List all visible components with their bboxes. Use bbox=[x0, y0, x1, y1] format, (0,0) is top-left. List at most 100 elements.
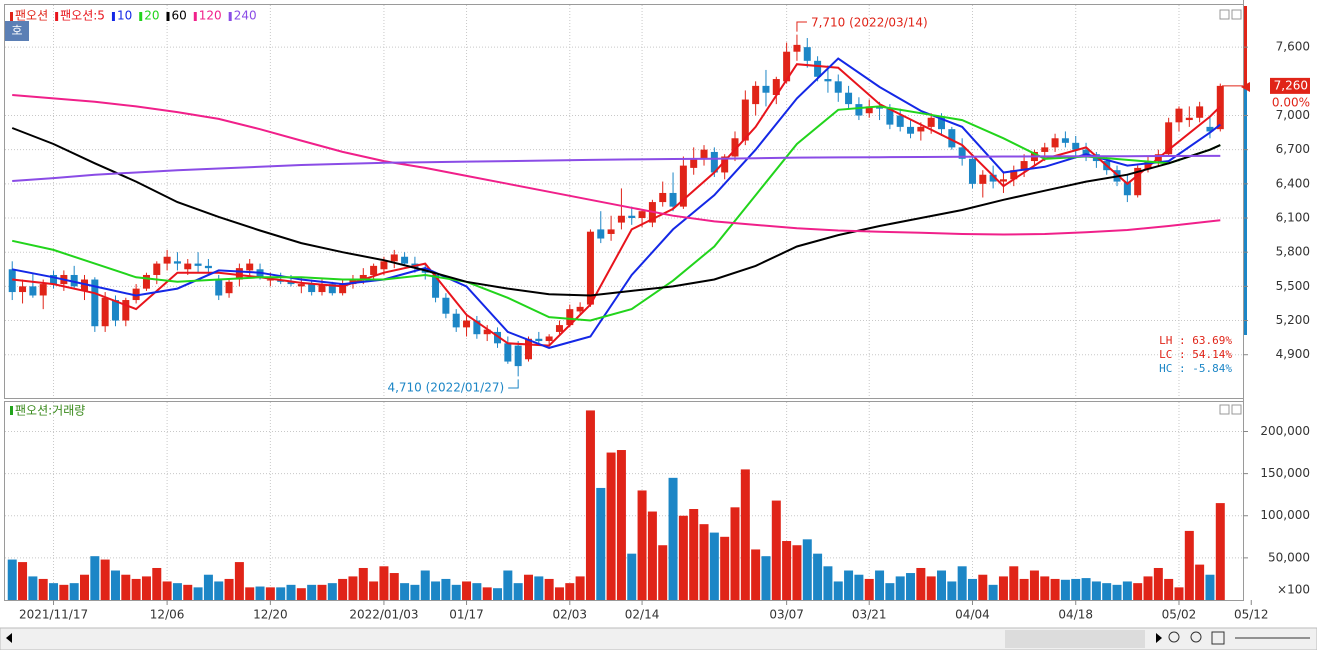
volume-bar bbox=[80, 574, 90, 600]
candle-body bbox=[442, 297, 450, 314]
volume-bar bbox=[751, 549, 761, 600]
x-tick-label: 01/17 bbox=[449, 608, 484, 622]
candle-body bbox=[1020, 161, 1028, 171]
candle-body bbox=[328, 284, 336, 294]
candle-body bbox=[597, 229, 605, 239]
volume-bar bbox=[451, 584, 461, 600]
candle-body bbox=[721, 156, 729, 173]
zoom-out[interactable] bbox=[1168, 631, 1180, 643]
y-tick-label: 100,000 bbox=[1260, 508, 1310, 522]
candle-body bbox=[948, 129, 956, 148]
candle-body bbox=[855, 104, 863, 116]
candle-body bbox=[958, 147, 966, 159]
candle-body bbox=[1185, 117, 1193, 121]
candle-body bbox=[111, 300, 119, 321]
candle-body bbox=[452, 313, 460, 328]
candle-body bbox=[617, 215, 625, 223]
annotation: 7,710 (2022/03/14) bbox=[811, 16, 928, 30]
volume-bar bbox=[616, 450, 626, 600]
panel-max-button[interactable] bbox=[1219, 404, 1230, 415]
volume-bar bbox=[513, 583, 523, 600]
volume-bar bbox=[379, 566, 389, 600]
volume-bar bbox=[286, 584, 296, 600]
candle-body bbox=[287, 281, 295, 285]
zoom-reset[interactable] bbox=[1211, 631, 1225, 645]
volume-bar bbox=[720, 536, 730, 600]
candle-body bbox=[917, 126, 925, 132]
volume-bar bbox=[947, 581, 957, 600]
volume-bar bbox=[493, 588, 503, 600]
y-tick-label: 6,400 bbox=[1276, 176, 1310, 190]
x-tick-label: 02/03 bbox=[552, 608, 587, 622]
scroll-right[interactable] bbox=[1156, 633, 1162, 643]
legend-label: 팬오션:5 bbox=[60, 9, 105, 23]
candle-body bbox=[1010, 170, 1018, 180]
y-tick-label: 6,700 bbox=[1276, 142, 1310, 156]
volume-bar bbox=[348, 576, 358, 600]
legend-swatch bbox=[166, 12, 170, 21]
volume-bar bbox=[864, 578, 874, 600]
volume-bar bbox=[296, 588, 306, 600]
volume-bar bbox=[110, 570, 120, 600]
candle-body bbox=[359, 274, 367, 280]
scroll-left[interactable] bbox=[6, 633, 12, 643]
candle-body bbox=[814, 60, 822, 77]
y-tick-label: 200,000 bbox=[1260, 424, 1310, 438]
ma-line bbox=[12, 94, 1221, 236]
candle-body bbox=[504, 343, 512, 362]
candle-body bbox=[421, 270, 429, 273]
candle-body bbox=[1051, 138, 1059, 148]
scroll-thumb[interactable] bbox=[1005, 630, 1145, 648]
candle-body bbox=[1196, 106, 1204, 118]
zoom-in[interactable] bbox=[1190, 631, 1202, 643]
volume-bar bbox=[554, 587, 564, 600]
volume-bar bbox=[1050, 578, 1060, 600]
candle-body bbox=[896, 115, 904, 127]
candle-body bbox=[1134, 167, 1142, 196]
panel-max-button[interactable] bbox=[1219, 9, 1230, 20]
candle-body bbox=[339, 284, 347, 294]
panel-close-button[interactable] bbox=[1231, 9, 1242, 20]
volume-bar bbox=[90, 556, 100, 600]
candle-body bbox=[669, 192, 677, 207]
volume-bar bbox=[606, 452, 616, 600]
candle-body bbox=[803, 47, 811, 61]
volume-bar bbox=[585, 410, 595, 600]
annotation: 4,710 (2022/01/27) bbox=[387, 381, 504, 395]
scrollbar bbox=[0, 627, 1317, 650]
candle-body bbox=[824, 79, 832, 82]
candle-body bbox=[710, 151, 718, 173]
change-label: 0.00% bbox=[1272, 95, 1310, 109]
axis-border bbox=[1243, 0, 1244, 600]
candle-body bbox=[39, 284, 47, 296]
volume-bar bbox=[131, 578, 141, 600]
volume-bar bbox=[792, 545, 802, 600]
candle-body bbox=[235, 268, 243, 280]
panel-close-button[interactable] bbox=[1231, 404, 1242, 415]
volume-bar bbox=[1122, 581, 1132, 600]
candle-body bbox=[783, 51, 791, 82]
volume-bar bbox=[1091, 581, 1101, 600]
legend-label: 60 bbox=[172, 9, 187, 23]
volume-unit: ×100 bbox=[1277, 583, 1310, 597]
candle-body bbox=[463, 320, 471, 328]
volume-bar bbox=[906, 573, 916, 600]
volume-bar bbox=[709, 532, 719, 600]
volume-bar bbox=[255, 586, 265, 600]
volume-bar bbox=[823, 566, 833, 600]
x-tick-label: 12/06 bbox=[150, 608, 185, 622]
volume-bar bbox=[523, 574, 533, 600]
corner-button[interactable] bbox=[5, 21, 29, 41]
candle-body bbox=[762, 85, 770, 93]
corner-button-label[interactable]: 호 bbox=[11, 24, 22, 38]
legend-swatch bbox=[111, 12, 115, 21]
y-tick-label: 6,100 bbox=[1276, 211, 1310, 225]
volume-bar bbox=[276, 587, 286, 600]
volume-bar bbox=[245, 587, 255, 600]
volume-bar bbox=[957, 566, 967, 600]
candle-body bbox=[659, 192, 667, 203]
volume-bar bbox=[193, 587, 203, 600]
volume-bar bbox=[668, 477, 678, 600]
candle-body bbox=[690, 158, 698, 168]
y-tick-label: 5,200 bbox=[1276, 313, 1310, 327]
